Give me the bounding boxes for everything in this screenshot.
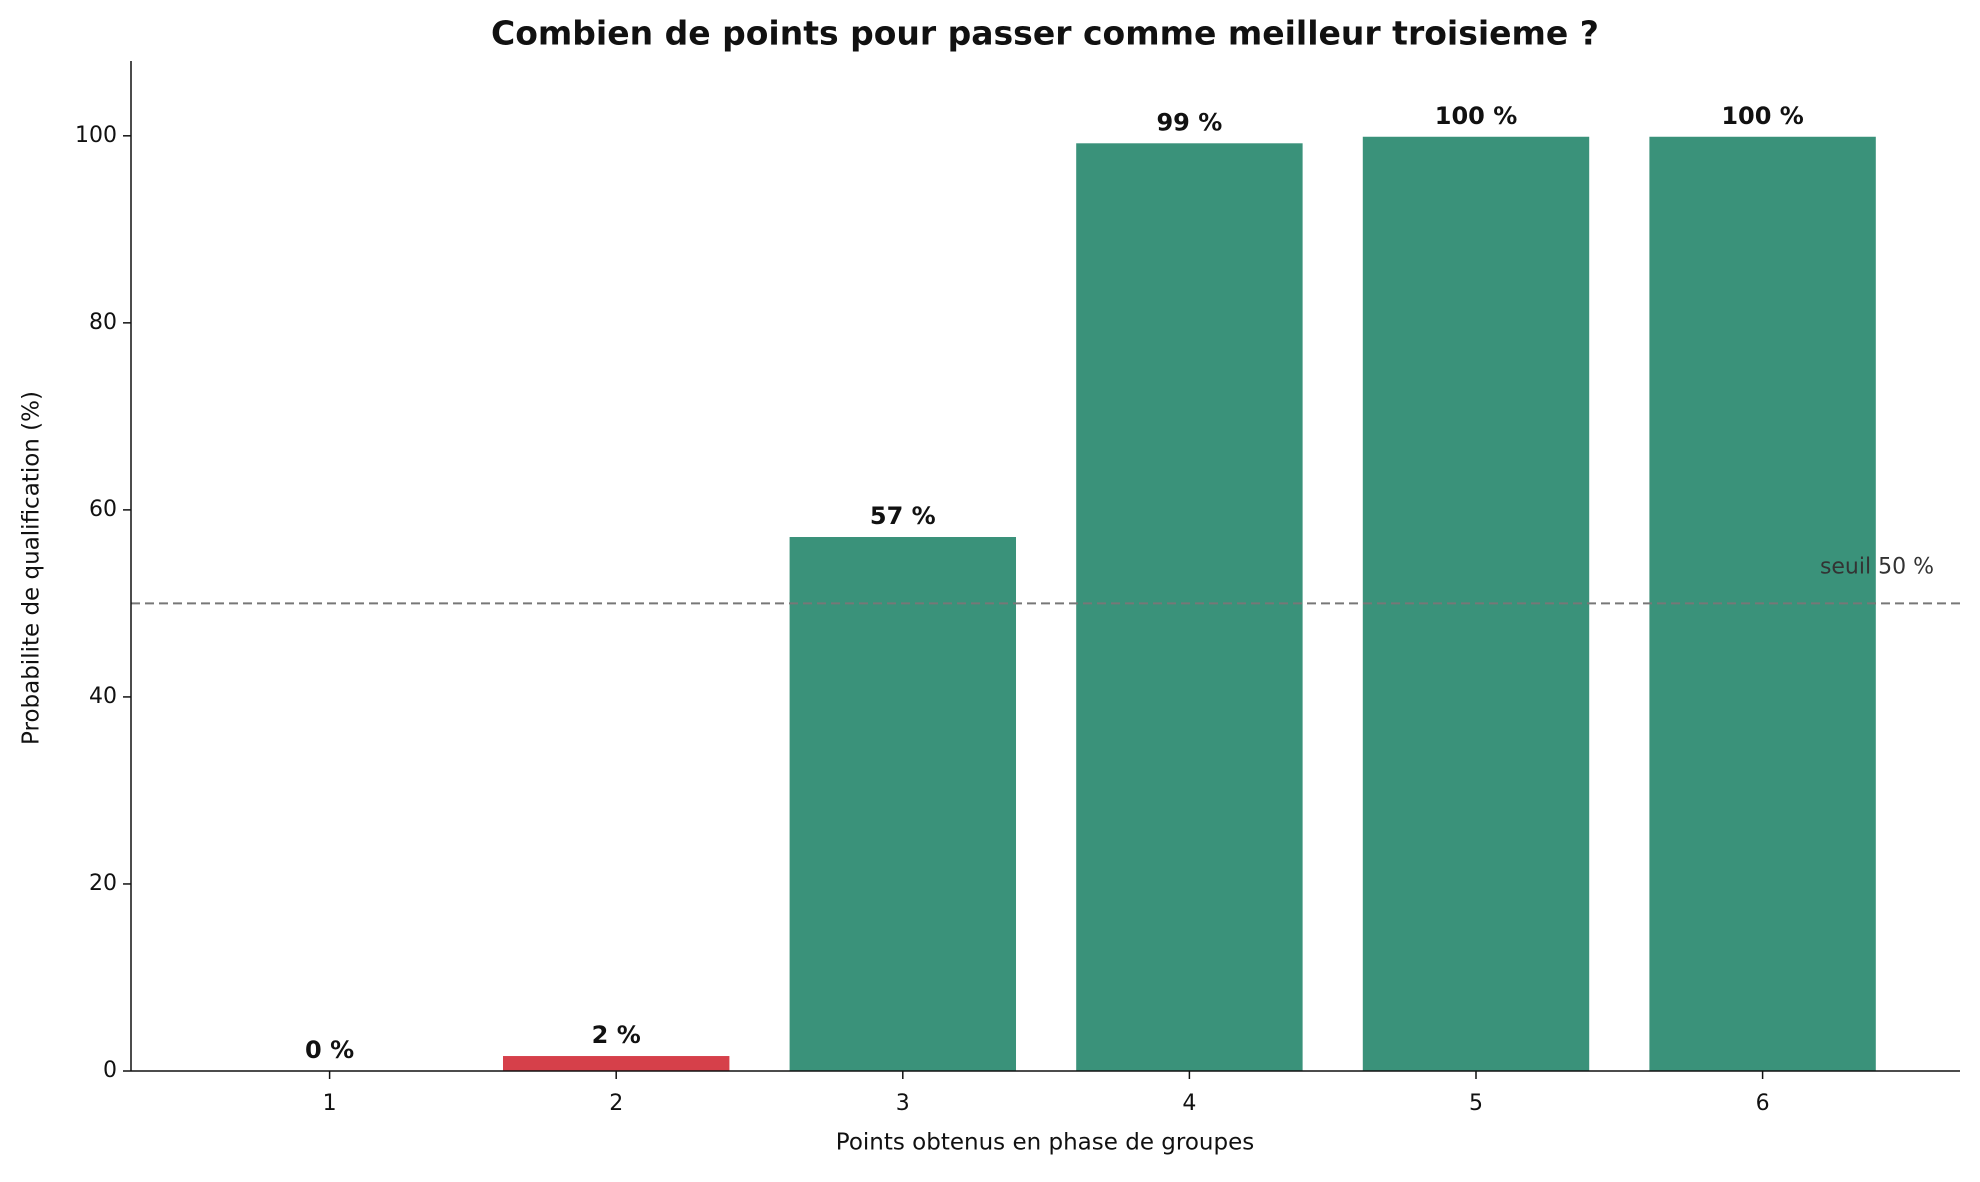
- x-tick-label: 1: [323, 1091, 337, 1116]
- value-label: 100 %: [1435, 102, 1518, 130]
- x-tick-label: 2: [609, 1091, 623, 1116]
- value-label: 0 %: [305, 1036, 354, 1064]
- chart-title: Combien de points pour passer comme meil…: [491, 14, 1599, 53]
- bar: [502, 1056, 730, 1071]
- value-label: 2 %: [592, 1021, 641, 1049]
- value-label: 57 %: [870, 502, 936, 530]
- y-tick-label: 100: [75, 123, 117, 148]
- bar: [789, 537, 1017, 1071]
- y-axis-label: Probabilite de qualification (%): [19, 391, 45, 745]
- y-tick-label: 40: [89, 684, 117, 709]
- y-tick-label: 80: [89, 310, 117, 335]
- value-label: 100 %: [1721, 102, 1804, 130]
- y-tick-label: 0: [103, 1058, 117, 1083]
- y-tick-label: 20: [89, 871, 117, 896]
- x-tick-label: 6: [1756, 1091, 1770, 1116]
- x-tick-label: 3: [896, 1091, 910, 1116]
- x-axis-label: Points obtenus en phase de groupes: [836, 1130, 1254, 1156]
- threshold-label: seuil 50 %: [1820, 554, 1934, 579]
- value-label: 99 %: [1156, 108, 1222, 136]
- x-tick-label: 4: [1182, 1091, 1196, 1116]
- x-tick-label: 5: [1469, 1091, 1483, 1116]
- bar: [1076, 143, 1303, 1072]
- y-tick-label: 60: [89, 497, 117, 522]
